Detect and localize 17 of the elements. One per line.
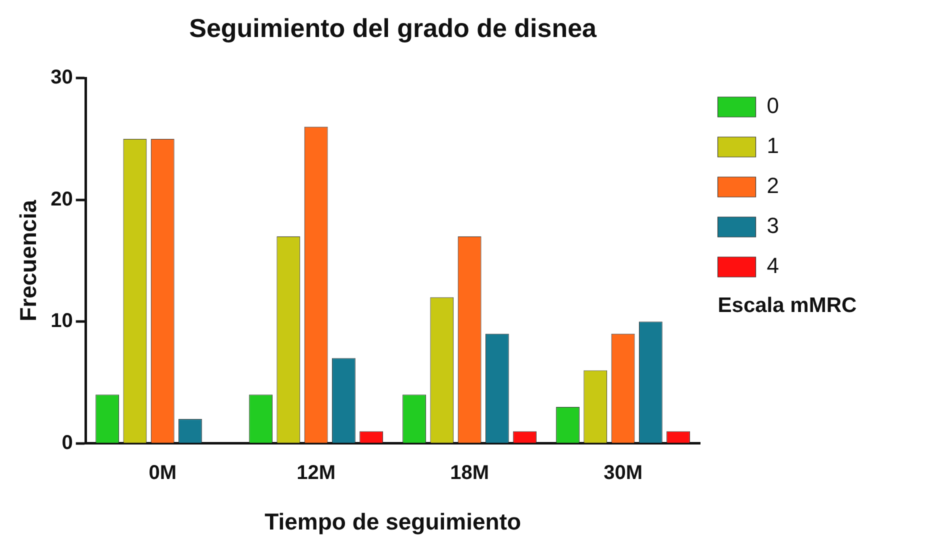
- legend-label: 1: [766, 133, 780, 158]
- legend-label: 3: [766, 213, 780, 238]
- y-axis-title: Frecuencia: [15, 200, 42, 322]
- x-tick-label: 0M: [148, 462, 176, 484]
- legend-label: 2: [766, 173, 780, 198]
- x-tick-label: 18M: [450, 462, 489, 484]
- x-axis-title: Tiempo de seguimiento: [264, 508, 522, 535]
- y-tick-label: 30: [50, 66, 73, 89]
- y-tick-label: 0: [62, 432, 73, 454]
- chart-title: Seguimiento del grado de disnea: [189, 13, 598, 44]
- y-tick-label: 20: [50, 188, 73, 210]
- y-tick-label: 10: [50, 310, 73, 332]
- legend-label: 4: [766, 253, 780, 278]
- legend-title: Escala mMRC: [718, 294, 857, 317]
- legend-label: 0: [766, 93, 780, 118]
- x-tick-label: 12M: [296, 462, 336, 484]
- x-tick-label: 30M: [604, 462, 642, 484]
